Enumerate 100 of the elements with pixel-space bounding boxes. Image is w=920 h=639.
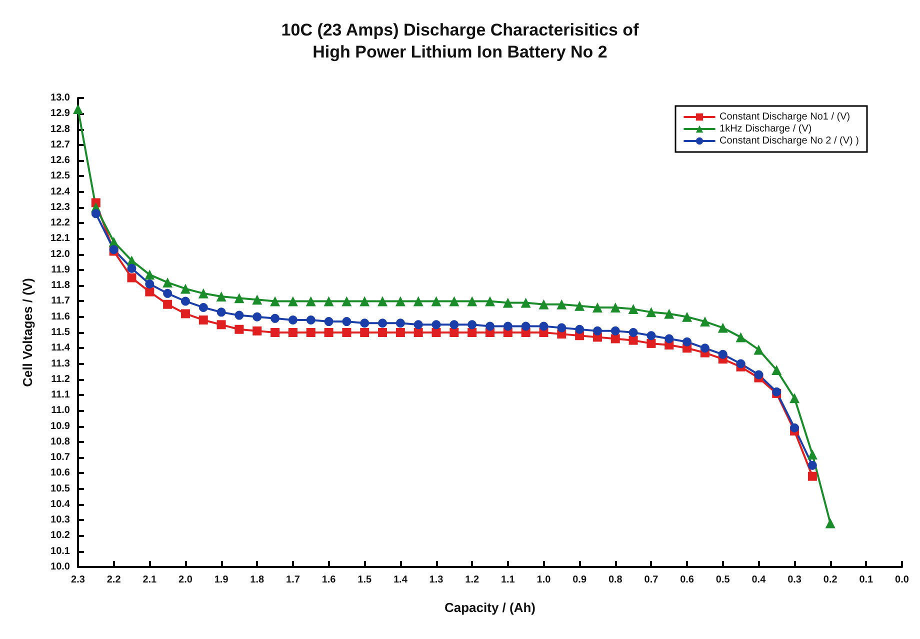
point (342, 296, 352, 306)
x-tick-label: 0.8 (608, 574, 623, 586)
point (682, 337, 692, 346)
point (736, 359, 746, 368)
point (270, 314, 280, 323)
point (449, 296, 460, 306)
y-tick-label: 11.9 (51, 264, 70, 276)
x-tick-label: 2.3 (71, 574, 86, 586)
y-tick-label: 12.3 (50, 202, 70, 213)
point (234, 293, 244, 304)
point (557, 323, 566, 332)
y-tick-label: 10.5 (50, 483, 70, 494)
point (342, 328, 352, 337)
point (807, 449, 818, 460)
point (378, 328, 388, 337)
point (324, 296, 334, 306)
point (432, 320, 441, 330)
point (288, 328, 298, 337)
y-tick-label: 11.0 (51, 405, 70, 416)
point (396, 318, 405, 328)
y-tick-label: 11.2 (51, 374, 70, 385)
y-tick-label: 12.8 (50, 124, 70, 135)
x-tick-label: 1.4 (393, 574, 408, 586)
point (808, 472, 817, 481)
point (324, 328, 334, 337)
x-tick-label: 1.5 (358, 574, 372, 586)
point (700, 316, 710, 327)
x-tick-label: 1.3 (429, 574, 444, 586)
point (467, 296, 478, 306)
point (503, 322, 512, 331)
y-tick-label: 12.1 (50, 233, 70, 244)
x-tick-label: 1.7 (286, 574, 300, 586)
point (324, 317, 334, 326)
point (288, 315, 298, 324)
y-tick-label: 10.8 (50, 436, 70, 448)
x-tick-label: 1.9 (214, 574, 229, 586)
point (360, 296, 370, 306)
point (646, 307, 656, 318)
point (682, 312, 692, 322)
y-tick-label: 11.1 (51, 390, 70, 401)
point (790, 423, 800, 432)
y-tick-label: 11.8 (51, 280, 70, 292)
point (270, 328, 280, 337)
x-tick-label: 0.5 (716, 574, 730, 586)
point (234, 324, 244, 334)
point (468, 320, 477, 330)
point (628, 328, 638, 337)
x-tick-label: 0.3 (788, 574, 802, 586)
point (538, 299, 549, 310)
y-tick-label: 12.4 (50, 186, 70, 198)
y-tick-label: 12.2 (50, 218, 70, 229)
point (360, 328, 370, 337)
point (432, 328, 441, 337)
point (414, 320, 423, 330)
y-tick-label: 11.6 (51, 311, 70, 322)
point (610, 326, 620, 336)
point (450, 320, 459, 330)
point (163, 288, 172, 298)
point (360, 318, 370, 328)
point (216, 320, 226, 330)
point (73, 104, 83, 114)
point (342, 317, 352, 326)
x-tick-label: 0.0 (895, 574, 910, 586)
point (646, 338, 656, 348)
point (288, 296, 298, 306)
x-tick-label: 1.1 (500, 574, 516, 586)
x-tick-label: 0.9 (572, 574, 587, 586)
point (664, 308, 674, 319)
point (91, 209, 100, 218)
point (414, 328, 423, 337)
point (216, 308, 226, 317)
point (252, 294, 262, 305)
y-tick-label: 10.0 (50, 562, 70, 572)
point (270, 296, 280, 306)
point (180, 309, 190, 318)
point (718, 350, 728, 359)
point (521, 322, 530, 331)
y-tick-label: 10.6 (50, 468, 70, 479)
y-tick-label: 11.3 (51, 358, 70, 370)
x-tick-label: 2.1 (142, 574, 158, 586)
x-tick-label: 2.2 (106, 574, 122, 586)
point (127, 264, 136, 273)
point (539, 322, 548, 331)
point (556, 299, 567, 310)
point (144, 270, 155, 280)
y-tick-label: 10.3 (50, 514, 70, 526)
x-tick-label: 0.6 (680, 574, 694, 586)
point (198, 288, 208, 298)
point (718, 322, 728, 333)
x-tick-label: 2.0 (178, 574, 193, 586)
x-tick-label: 0.7 (644, 574, 659, 586)
point (413, 296, 424, 306)
point (234, 310, 244, 320)
point (502, 298, 513, 308)
point (378, 318, 388, 328)
point (486, 322, 494, 331)
point (306, 315, 316, 324)
legend-label: Constant Discharge No1 / (V) (720, 112, 850, 122)
point (628, 336, 638, 345)
y-tick-label: 11.5 (51, 327, 70, 338)
